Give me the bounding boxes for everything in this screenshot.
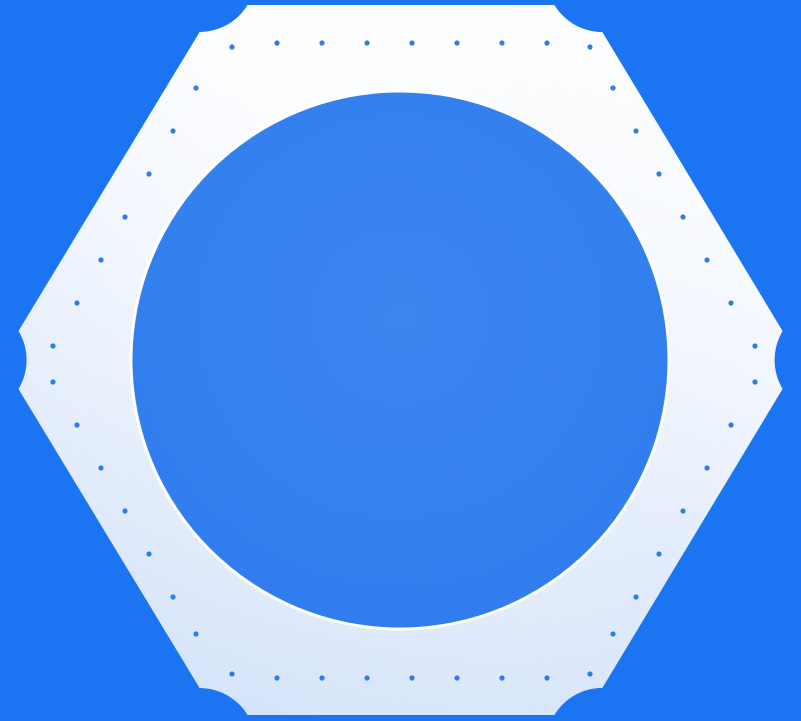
perimeter-dot [274,675,280,681]
perimeter-dot [499,40,505,46]
perimeter-dot [122,508,128,514]
center-bore [129,89,671,631]
center-bore-rim [129,89,671,631]
perimeter-dot [704,257,710,263]
perimeter-dot [74,300,80,306]
perimeter-dot [50,343,56,349]
perimeter-dot [680,508,686,514]
perimeter-dot [704,465,710,471]
perimeter-dot [409,675,415,681]
perimeter-dot [454,40,460,46]
perimeter-dot [122,214,128,220]
perimeter-dot [656,551,662,557]
center-bore-fill [132,92,668,628]
perimeter-dot [454,675,460,681]
perimeter-dot [633,128,639,134]
perimeter-dot-ring [50,40,758,681]
perimeter-dot [728,422,734,428]
perimeter-dot [752,379,758,385]
perimeter-dot [752,343,758,349]
perimeter-dot [274,40,280,46]
perimeter-dot [587,44,593,50]
perimeter-dot [364,40,370,46]
perimeter-dot [229,44,235,50]
perimeter-dot [229,671,235,677]
perimeter-dot [170,594,176,600]
perimeter-dot [98,257,104,263]
perimeter-dot [409,40,415,46]
perimeter-dot [146,551,152,557]
perimeter-dot [656,171,662,177]
perimeter-dot [170,128,176,134]
perimeter-dot [587,671,593,677]
perimeter-dot [319,675,325,681]
perimeter-dot [610,631,616,637]
perimeter-dot [544,675,550,681]
perimeter-dot [50,379,56,385]
perimeter-dot [680,214,686,220]
perimeter-dot [74,422,80,428]
perimeter-dot [728,300,734,306]
perimeter-dot [193,85,199,91]
perimeter-dot [499,675,505,681]
perimeter-dot [633,594,639,600]
perimeter-dot [98,465,104,471]
perimeter-dot [319,40,325,46]
perimeter-dot [364,675,370,681]
perimeter-dot [544,40,550,46]
perimeter-dot [146,171,152,177]
perimeter-dot [193,631,199,637]
perimeter-dot [610,85,616,91]
